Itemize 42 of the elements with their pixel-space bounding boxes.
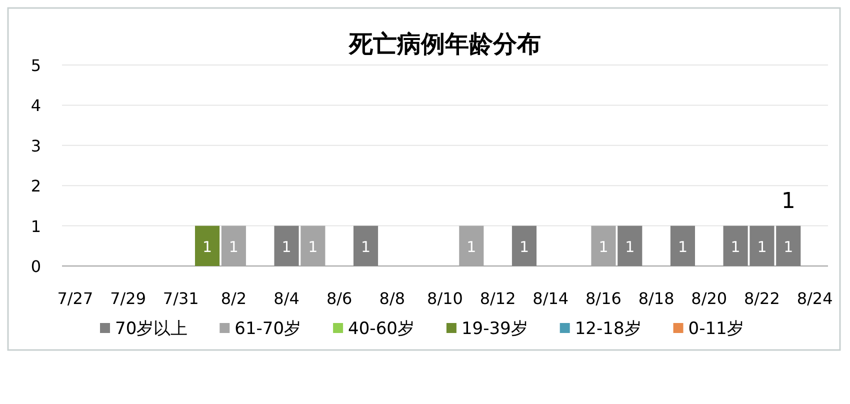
data-label: 1 xyxy=(625,238,635,256)
legend-label: 70岁以上 xyxy=(115,319,188,339)
chart-title: 死亡病例年龄分布 xyxy=(348,30,541,58)
x-tick-label: 7/27 xyxy=(57,289,94,308)
x-tick-label: 7/29 xyxy=(110,289,146,308)
data-label: 1 xyxy=(730,238,740,256)
total-label: 1 xyxy=(757,238,767,256)
data-label: 1 xyxy=(228,238,238,256)
legend-label: 40-60岁 xyxy=(348,319,414,339)
x-tick-label: 8/4 xyxy=(274,289,300,308)
legend-label: 19-39岁 xyxy=(461,319,528,339)
y-tick-label: 1 xyxy=(30,216,42,236)
data-label: 1 xyxy=(360,238,371,256)
data-label: 1 xyxy=(308,238,318,256)
data-label: 1 xyxy=(784,238,794,256)
y-tick-label: 5 xyxy=(30,56,42,75)
x-tick-label: 8/24 xyxy=(796,289,833,308)
x-tick-label: 8/8 xyxy=(379,289,406,308)
data-label: 1 xyxy=(202,238,212,256)
y-tick-label: 0 xyxy=(30,257,42,276)
data-label: 1 xyxy=(466,238,476,256)
x-tick-label: 7/31 xyxy=(162,289,199,308)
legend-label: 12-18岁 xyxy=(574,319,642,339)
x-tick-label: 8/10 xyxy=(427,289,463,308)
x-tick-label: 8/12 xyxy=(480,289,516,308)
x-tick-label: 8/18 xyxy=(638,289,674,308)
x-tick-label: 8/20 xyxy=(691,289,728,308)
legend-label: 0-11岁 xyxy=(688,319,744,339)
x-tick-label: 8/14 xyxy=(532,289,569,308)
x-tick-label: 8/6 xyxy=(326,289,352,308)
y-tick-label: 3 xyxy=(30,136,42,156)
x-tick-label: 8/22 xyxy=(744,289,780,308)
data-label: 1 xyxy=(678,238,688,256)
data-label: 1 xyxy=(598,238,608,256)
y-tick-label: 2 xyxy=(30,176,42,196)
x-tick-label: 8/16 xyxy=(586,289,622,308)
x-tick-label: 8/2 xyxy=(220,289,247,308)
y-tick-label: 4 xyxy=(30,96,42,116)
data-label: 1 xyxy=(781,188,796,214)
legend-label: 61-70岁 xyxy=(234,319,302,339)
data-label: 1 xyxy=(519,238,530,256)
data-label: 1 xyxy=(282,238,292,256)
